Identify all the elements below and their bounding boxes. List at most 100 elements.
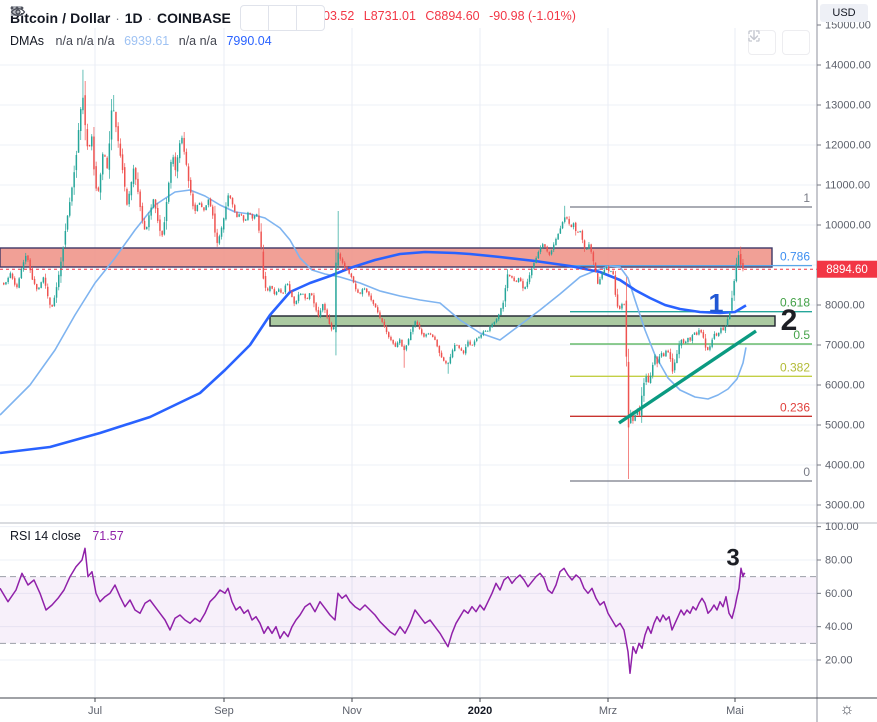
- candle-body: [330, 323, 333, 330]
- price-tick-label: 11000.00: [825, 180, 870, 192]
- main-pane[interactable]: 0 0.236 0.382 0.5 0.618 0.786 1: [0, 69, 812, 482]
- candle-body: [77, 130, 80, 153]
- scroll-to-latest-button[interactable]: [748, 30, 776, 55]
- rsi-legend[interactable]: RSI 14 close 71.57: [10, 529, 124, 543]
- candle-body: [201, 203, 203, 208]
- currency-toggle-button[interactable]: USD: [820, 4, 868, 22]
- flag-button[interactable]: [11, 5, 269, 31]
- candle-body: [300, 293, 302, 295]
- dma-slow-value: 7990.04: [226, 34, 272, 48]
- candle-body: [619, 306, 621, 309]
- candle-body: [443, 357, 445, 361]
- candle-body: [715, 333, 718, 336]
- time-axis[interactable]: Jul Sep Nov 2020 Mrz Mai: [88, 698, 744, 717]
- candle-body: [480, 334, 482, 338]
- ma-fast-line: [0, 189, 747, 416]
- candle-body: [344, 262, 346, 268]
- candle-body: [445, 361, 447, 364]
- rsi-tick-label: 20.00: [825, 655, 853, 667]
- candle-body: [179, 143, 181, 159]
- fib-level-label: 1: [803, 191, 810, 205]
- candle-body: [291, 291, 293, 298]
- candle-body: [93, 136, 95, 170]
- candle-body: [251, 214, 254, 219]
- candle-body: [183, 137, 185, 152]
- candle-body: [515, 280, 518, 282]
- ohlc-close: C8894.60: [425, 9, 480, 23]
- candle-body: [22, 262, 25, 270]
- candle-body: [458, 345, 460, 349]
- candle-body: [491, 324, 493, 328]
- candle-body: [577, 231, 579, 233]
- candle-body: [264, 276, 267, 288]
- candle-body: [75, 154, 78, 171]
- eye-icon: [10, 8, 26, 16]
- rsi-pane[interactable]: [0, 547, 817, 675]
- candle-body: [315, 303, 317, 311]
- candle-body: [313, 295, 315, 304]
- candle-body: [267, 288, 269, 291]
- candle-body: [630, 414, 632, 424]
- candlesticks: [3, 69, 744, 479]
- candle-body: [304, 293, 306, 299]
- dma-legend[interactable]: DMAs n/a n/a n/a 6939.61 n/a n/a 7990.04: [10, 34, 272, 48]
- candle-body: [53, 297, 56, 307]
- candle-body: [564, 217, 566, 222]
- candle-body: [539, 247, 542, 252]
- candle-body: [432, 334, 434, 338]
- candle-body: [643, 382, 645, 396]
- candle-body: [383, 321, 386, 327]
- fib-retracement[interactable]: 0 0.236 0.382 0.5 0.618 0.786 1: [570, 191, 812, 482]
- candle-body: [667, 350, 669, 353]
- candle-body: [130, 182, 133, 196]
- candle-body: [583, 240, 586, 249]
- candle-body: [592, 252, 595, 262]
- price-axis[interactable]: 15000.00 14000.00 13000.00 12000.00 11000.00…: [817, 20, 871, 667]
- fullscreen-icon: [748, 30, 760, 42]
- symbol-title[interactable]: Bitcoin / Dollar: [10, 10, 111, 26]
- candle-body: [42, 277, 45, 283]
- candle-body: [685, 341, 687, 343]
- candle-body: [220, 227, 223, 237]
- candle-body: [154, 199, 157, 209]
- fullscreen-button[interactable]: [748, 30, 810, 55]
- interval-label[interactable]: 1D: [124, 10, 143, 26]
- candle-body: [680, 339, 683, 346]
- candle-body: [456, 344, 458, 346]
- ohlc-low: L8731.01: [363, 9, 416, 23]
- candle-body: [51, 304, 53, 307]
- price-tick-label: 5000.00: [825, 420, 865, 432]
- candle-body: [11, 273, 14, 279]
- eye-button[interactable]: [10, 5, 297, 31]
- theme-sun-button[interactable]: ☼: [836, 700, 858, 720]
- candle-body: [355, 283, 357, 290]
- more-options-button[interactable]: [10, 5, 325, 31]
- candle-body: [256, 214, 258, 217]
- candle-body: [379, 312, 381, 318]
- candle-body: [436, 339, 438, 347]
- candle-body: [366, 288, 368, 293]
- candle-body: [493, 322, 496, 325]
- candle-body: [410, 332, 412, 341]
- candle-body: [170, 161, 172, 183]
- candle-body: [674, 362, 676, 371]
- candle-body: [487, 330, 489, 332]
- candle-body: [5, 282, 7, 285]
- candle-body: [205, 205, 207, 211]
- candle-body: [623, 304, 625, 306]
- demand-zone-box[interactable]: [269, 315, 776, 327]
- candle-body: [669, 352, 672, 360]
- candle-body: [7, 277, 9, 283]
- candle-body: [634, 415, 636, 421]
- candle-body: [3, 282, 5, 285]
- candle-body: [427, 333, 430, 335]
- candle-body: [326, 309, 328, 318]
- arrow-down-icon: [749, 30, 759, 41]
- time-tick-label: Mrz: [599, 705, 617, 717]
- candle-body: [528, 275, 531, 282]
- exchange-label[interactable]: COINBASE: [156, 10, 231, 26]
- candle-body: [113, 110, 115, 112]
- candle-body: [117, 126, 119, 142]
- price-tick-label: 12000.00: [825, 140, 871, 152]
